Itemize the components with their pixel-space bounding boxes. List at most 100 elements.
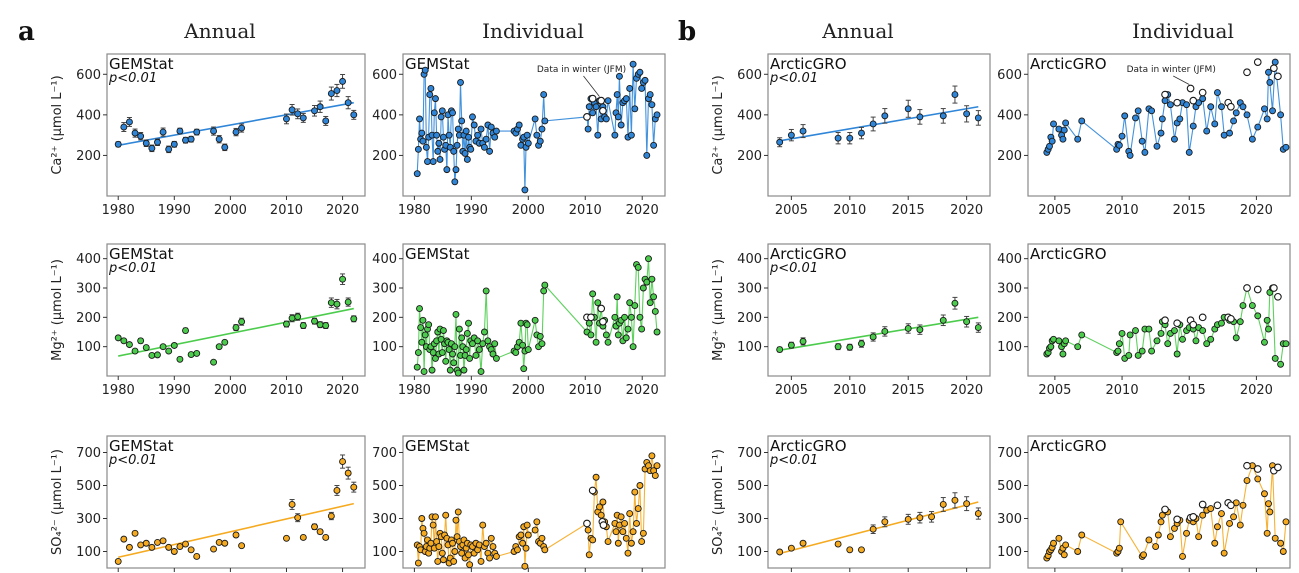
data-point xyxy=(521,186,529,194)
data-point xyxy=(1153,337,1161,345)
data-point xyxy=(438,107,446,115)
data-point xyxy=(238,542,246,550)
data-point xyxy=(414,559,422,567)
winter-data-point xyxy=(588,486,597,495)
data-point xyxy=(1226,129,1233,137)
winter-data-point xyxy=(588,94,597,103)
data-point xyxy=(482,539,490,547)
data-point xyxy=(1074,135,1082,143)
data-point xyxy=(622,95,630,103)
data-point xyxy=(634,264,642,271)
data-point xyxy=(322,534,330,541)
chart-b-ca-annual: 2005 2010 2015 2020 200 400 600 Ca²⁺ (μmol L⁻¹)… xyxy=(711,53,991,218)
data-point xyxy=(881,327,889,335)
data-point xyxy=(120,337,128,345)
data-point xyxy=(193,349,201,357)
data-point xyxy=(154,538,161,546)
y-tick-label: 600 xyxy=(372,68,397,83)
data-point xyxy=(638,325,646,333)
data-point xyxy=(327,512,335,520)
y-tick-label: 500 xyxy=(997,479,1022,494)
data-point xyxy=(294,110,302,118)
data-point xyxy=(465,133,472,141)
data-point xyxy=(479,521,487,529)
y-tick-label: 400 xyxy=(372,252,397,267)
y-tick-label: 400 xyxy=(997,108,1022,123)
data-point xyxy=(799,539,807,547)
data-point xyxy=(653,328,661,336)
data-point xyxy=(477,125,485,133)
data-point xyxy=(1271,58,1279,66)
x-tick-label: 2010 xyxy=(833,203,866,218)
data-point xyxy=(1047,343,1055,351)
data-point xyxy=(489,543,497,550)
x-tick-label: 2000 xyxy=(214,383,247,398)
data-point xyxy=(299,322,307,329)
y-tick-label: 300 xyxy=(76,282,101,297)
data-point xyxy=(283,534,290,542)
plot-frame xyxy=(1027,53,1291,197)
chart-b-so4-individual: 2005201020152020100300500700ArcticGRO xyxy=(997,435,1291,572)
data-point xyxy=(604,97,612,105)
data-point xyxy=(1266,508,1274,516)
data-point xyxy=(1140,551,1147,559)
data-point xyxy=(426,91,434,99)
data-point xyxy=(333,300,341,308)
source-label: GEMStat xyxy=(405,245,470,263)
data-point xyxy=(1199,95,1207,103)
data-point xyxy=(131,529,139,537)
panel-letter-b: b xyxy=(678,17,696,47)
data-point xyxy=(613,91,621,99)
data-point xyxy=(1157,518,1165,526)
y-tick-label: 600 xyxy=(997,68,1022,83)
data-point xyxy=(461,149,469,157)
source-label: ArcticGRO xyxy=(1030,55,1107,73)
data-point xyxy=(621,313,629,321)
data-point xyxy=(1048,137,1056,145)
data-point xyxy=(627,131,635,139)
winter-data-point xyxy=(1243,461,1251,470)
data-point xyxy=(531,115,539,123)
data-point xyxy=(1269,107,1276,115)
winter-data-point xyxy=(1189,320,1198,329)
y-tick-label: 100 xyxy=(372,545,397,560)
data-point xyxy=(1211,120,1219,128)
trend-line xyxy=(118,502,354,559)
data-point xyxy=(643,151,651,159)
x-tick-label: 2010 xyxy=(569,203,602,218)
data-point xyxy=(480,328,488,336)
data-point xyxy=(519,539,527,547)
data-point xyxy=(787,544,795,552)
data-point xyxy=(482,287,490,295)
data-point xyxy=(1078,117,1086,125)
data-point xyxy=(417,324,425,332)
winter-data-point xyxy=(1173,515,1181,524)
data-point xyxy=(1118,132,1126,140)
data-point xyxy=(1074,343,1082,351)
data-point xyxy=(232,531,240,539)
data-point xyxy=(454,508,462,516)
data-point xyxy=(294,514,302,522)
data-point xyxy=(1074,548,1082,555)
plot-frame xyxy=(402,243,666,377)
data-point xyxy=(435,139,443,147)
y-tick-label: 400 xyxy=(76,108,101,123)
data-point xyxy=(520,365,528,373)
y-tick-label: 100 xyxy=(997,340,1022,355)
data-point xyxy=(446,366,454,374)
y-tick-label: 500 xyxy=(737,479,762,494)
data-point xyxy=(594,299,602,307)
data-point xyxy=(344,298,352,306)
winter-data-point xyxy=(1173,98,1181,107)
x-tick-label: 2015 xyxy=(892,383,925,398)
data-point xyxy=(419,137,427,145)
data-point xyxy=(858,546,865,554)
column-title-a-annual: Annual xyxy=(183,19,255,43)
data-point xyxy=(523,521,531,529)
data-point xyxy=(137,541,145,549)
data-point xyxy=(622,334,630,342)
data-point xyxy=(283,320,290,328)
winter-data-point xyxy=(1274,72,1282,81)
data-point xyxy=(1166,533,1174,541)
p-value-label: p<0.01 xyxy=(108,453,157,468)
